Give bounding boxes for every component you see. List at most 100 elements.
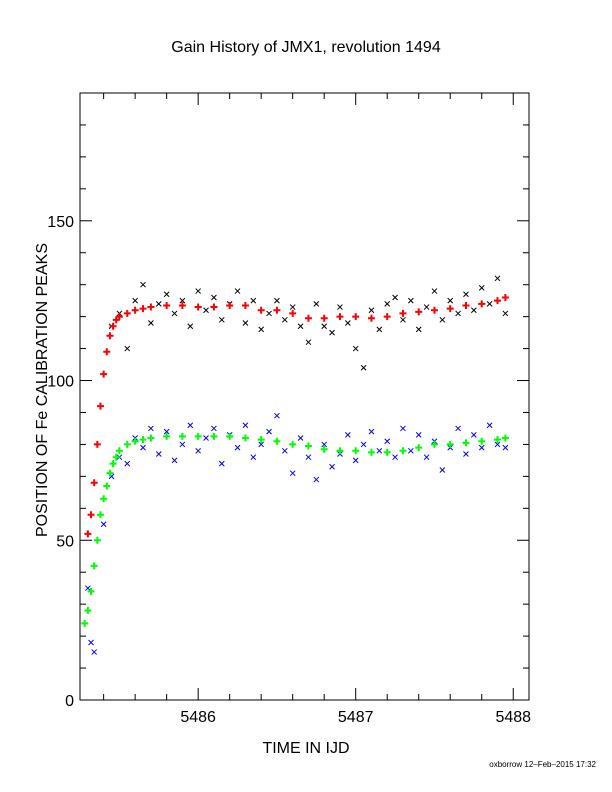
data-point: [313, 300, 320, 307]
data-point: [376, 447, 383, 454]
data-point: [179, 297, 186, 304]
fit-point: [87, 587, 95, 595]
fit-point: [178, 432, 186, 440]
x-axis-label: TIME IN IJD: [262, 740, 349, 757]
fit-point: [139, 436, 147, 444]
fit-point: [430, 440, 438, 448]
fit-point: [147, 303, 155, 311]
fit-point: [352, 447, 360, 455]
data-point: [368, 428, 375, 435]
series-3: [81, 432, 509, 627]
fit-point: [109, 322, 117, 330]
fit-point: [399, 447, 407, 455]
data-point: [289, 304, 296, 310]
x-tick-label: 5486: [180, 709, 216, 726]
fit-point: [383, 313, 391, 321]
data-point: [407, 297, 414, 304]
data-point: [463, 451, 469, 457]
y-tick-label: 100: [47, 374, 74, 391]
fit-point: [257, 436, 265, 444]
data-point: [218, 460, 225, 467]
data-point: [478, 285, 485, 291]
fit-point: [147, 434, 155, 442]
data-point: [274, 412, 280, 419]
data-point: [502, 310, 509, 317]
data-point: [195, 288, 202, 294]
fit-point: [131, 437, 139, 445]
data-point: [274, 297, 280, 304]
data-point: [313, 476, 320, 483]
data-point: [494, 441, 501, 448]
fit-point: [367, 448, 375, 456]
fit-point: [112, 453, 120, 461]
data-point: [187, 422, 194, 429]
fit-point: [84, 530, 92, 538]
data-point: [195, 447, 202, 454]
data-point: [250, 297, 257, 304]
data-point: [321, 441, 328, 448]
fit-point: [93, 536, 101, 544]
fit-point: [90, 479, 98, 487]
data-point: [155, 451, 162, 457]
data-point: [486, 300, 493, 307]
fit-point: [226, 432, 234, 440]
data-point: [502, 444, 509, 451]
fit-point: [194, 303, 202, 311]
fit-point: [93, 440, 101, 448]
fit-point: [106, 469, 114, 477]
data-point: [163, 428, 170, 435]
data-point: [455, 425, 461, 432]
data-point: [187, 323, 194, 330]
axis-tick-labels: 0 50 100 150 5486 5487 5488: [47, 214, 531, 726]
data-point: [289, 470, 296, 477]
data-point: [344, 320, 351, 326]
y-axis-label: POSITION OF Fe CALIBRATION PEAKS: [34, 243, 51, 537]
fit-point: [163, 301, 171, 309]
data-point: [329, 329, 335, 336]
fit-point: [115, 447, 123, 455]
data-point: [100, 521, 107, 528]
data-point: [163, 291, 170, 298]
data-point: [329, 463, 335, 470]
fit-point: [241, 434, 249, 442]
fit-point: [103, 348, 111, 356]
data-point: [471, 431, 477, 438]
data-point: [218, 316, 225, 323]
data-point: [297, 323, 304, 330]
fit-point: [289, 440, 297, 448]
data-point: [266, 310, 272, 317]
data-point: [203, 307, 209, 314]
data-point: [140, 281, 146, 288]
fit-point: [462, 439, 470, 447]
fit-point: [446, 440, 454, 448]
data-point: [305, 454, 312, 461]
fit-point: [336, 447, 344, 455]
data-point: [415, 326, 422, 333]
data-point: [392, 294, 398, 301]
data-point: [124, 460, 131, 467]
data-point: [376, 326, 383, 333]
data-point: [258, 441, 265, 448]
fit-point: [96, 402, 104, 410]
fit-point: [501, 293, 509, 301]
fit-point: [123, 440, 131, 448]
fit-point: [478, 300, 486, 308]
x-tick-label: 5488: [495, 709, 531, 726]
fit-point: [115, 313, 123, 321]
data-point: [360, 441, 367, 448]
data-point: [439, 467, 446, 473]
data-point: [281, 447, 288, 454]
fit-point: [430, 306, 438, 314]
fit-point: [367, 314, 375, 322]
data-point: [242, 422, 249, 429]
data-point: [431, 288, 438, 294]
fit-point: [90, 562, 98, 570]
data-point: [321, 323, 328, 330]
fit-point: [109, 460, 117, 468]
fit-point: [226, 301, 234, 309]
fit-point: [446, 305, 454, 313]
fit-point: [415, 444, 423, 452]
data-point: [211, 425, 217, 432]
fit-point: [241, 301, 249, 309]
